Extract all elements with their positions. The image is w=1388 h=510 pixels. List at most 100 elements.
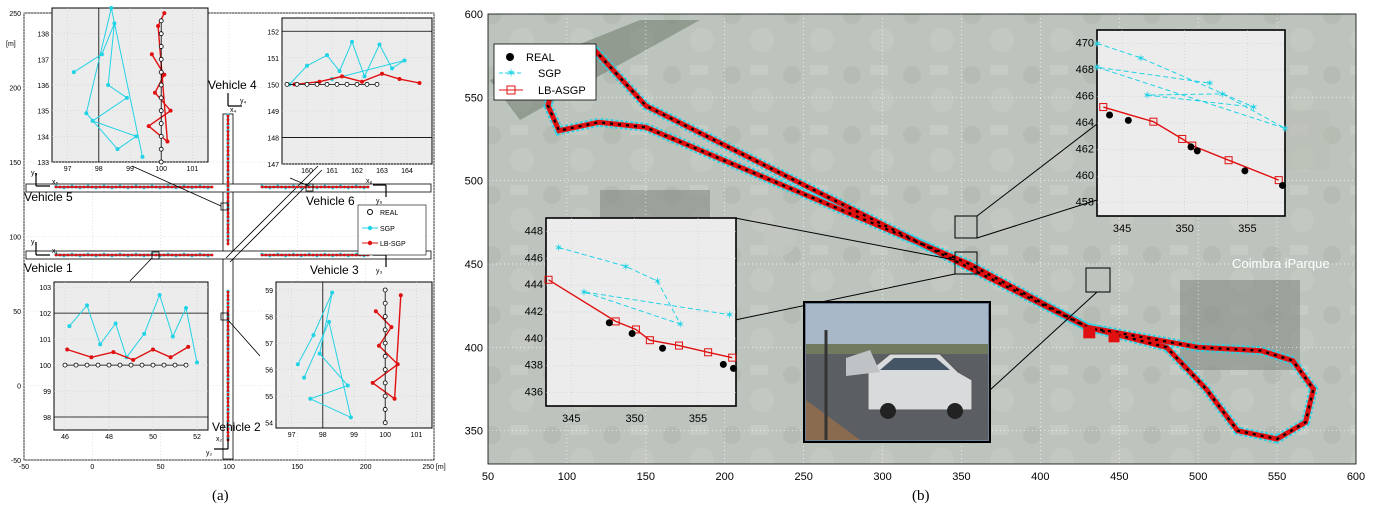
lbasgp-point [373,309,378,314]
lbasgp-point [728,353,737,362]
inset-y-tick: 134 [37,134,49,141]
zoom-box-v5 [220,202,229,211]
vehicle-1-track-lbsgp-point [106,253,110,257]
car-photo [803,301,991,443]
panel-b-zoom-indicators [734,123,1111,391]
vehicle-2-track-lbsgp-point [226,358,230,362]
vehicle-1-track-lbsgp-point [154,253,158,257]
inset-y-tick: 54 [265,421,273,428]
y3-symbol: y₃ [376,268,383,275]
vehicle-6-track-lbsgp-point [295,185,299,189]
inset-y-tick: 462 [1076,144,1094,156]
vehicle-2-track-lbsgp-point [226,404,230,408]
vehicle6-inset: 160 161 162 163 164 147 148 149 150 151 152 [267,17,433,175]
vehicle-6-track-lbsgp-point [319,185,323,189]
inset-x-tick: 350 [1176,223,1194,235]
vehicle-2-track-lbsgp-point [226,396,230,400]
vehicle-2-track-lbsgp-point [226,343,230,347]
axis-frame-6 [373,184,387,197]
legend-real-marker [367,209,373,215]
sgp-point [71,70,76,75]
y-tick-label: 350 [465,426,483,438]
vehicle-2-track-lbsgp-point [226,336,230,339]
vehicle-4-track-lbsgp-point [226,161,230,164]
x2-symbol: x₂ [216,436,223,443]
vehicle-1-track-lbsgp-point [166,253,170,257]
vehicle-1-track-lbsgp-point [114,253,118,257]
vehicle-6-track-lbsgp-point [284,185,287,189]
vehicle-4-track-lbsgp-point [226,176,230,180]
vehicle-2-track-lbsgp-point [226,393,230,396]
vehicle-1-track-lbsgp-point [162,253,166,257]
vehicle-5-track-lbsgp-point [78,185,82,189]
vehicle-1-track-lbsgp-point [142,253,146,257]
lbasgp-point [1274,176,1283,185]
legend-real-label: REAL [380,210,398,217]
vehicle-6-label: Vehicle 6 [306,194,355,208]
vehicle-1-track-lbsgp-point [82,253,86,257]
real-point [382,314,388,319]
vehicle-4-track-lbsgp-point [226,130,230,133]
vehicle-6-track-lbsgp-point [268,185,272,189]
vehicle-1-track-lbsgp-point [174,253,178,257]
car-photo-wheel-2 [947,403,963,419]
inset-y-tick: 136 [37,83,49,90]
sgp-point [377,42,382,47]
sgp-point [362,74,367,79]
zoom-box-v3 [220,312,229,321]
sgp-point [295,362,300,367]
sgp-point: ✶ [579,287,588,299]
zoom-box-upper [954,215,978,239]
real-point [324,81,330,87]
vehicle-3-track-lbsgp-point [288,253,291,257]
car-photo-pavement [806,400,860,440]
real-point [659,344,667,352]
sgp-point: ✶ [1092,62,1101,74]
lower-left-inset-sgp-line [558,247,730,325]
inset-y-tick: 57 [265,341,273,348]
vehicle-6-track-lbsgp-point [280,185,284,189]
inset-y-tick: 147 [267,162,279,169]
x-tick-label: 200 [716,471,734,483]
sgp-point [337,69,342,74]
inset-y-tick: 464 [1076,117,1094,129]
inset-y-tick: 137 [37,57,49,64]
vehicle-1-track-lbsgp-point [54,253,58,257]
panel-b: Coimbra iParque 50 100 150 200 250 300 350 400 4… [465,9,1366,504]
x-tick-label: 300 [873,471,891,483]
vehicle-3-track-lbsgp-point [280,253,284,257]
leader-car [989,291,1098,391]
real-point [150,362,156,368]
real-point [128,362,134,368]
vehicle-3-track-lbsgp-point [311,253,315,257]
vehicle-2-track-lbsgp-point [226,320,230,324]
lower-left-inset-lbasgp-line [548,279,733,359]
real-point [158,18,164,24]
lbasgp-point [89,355,94,360]
vehicle-5-track-lbsgp-point [210,185,214,189]
sgp-point [345,383,350,388]
vehicle-3-track-lbsgp-point [272,253,276,257]
x6-symbol: x₆ [366,178,373,185]
vehicle-5-track-lbsgp-point [66,185,70,189]
sgp-point: ✶ [1205,78,1214,90]
vehicle-1-track-lbsgp-point [198,253,202,257]
panel-b-legend: REAL ✶ SGP LB-ASGP [493,43,597,101]
vehicle-6-track-lbsgp-point [288,185,291,189]
real-point [294,81,300,87]
upper-right-inset-lbasgp-line [1103,106,1279,181]
inset-x-tick: 98 [95,166,103,173]
lbasgp-point [162,11,167,16]
real-point [161,362,167,368]
vehicle-2-track-lbsgp-point [226,347,230,351]
real-point [158,69,164,75]
vehicle3-inset: 97 98 99 100 101 54 55 56 57 58 59 [265,281,433,439]
vehicle-1-track-lbsgp-point [110,253,114,257]
y-tick-label: 500 [465,176,483,188]
vehicle-4-track-lbsgp-point [226,133,230,137]
x-tick-label: 400 [1031,471,1049,483]
vehicle-5-track-lbsgp-point [102,185,106,189]
real-point [158,133,164,139]
vehicle-4-track-lbsgp-point [226,199,230,203]
